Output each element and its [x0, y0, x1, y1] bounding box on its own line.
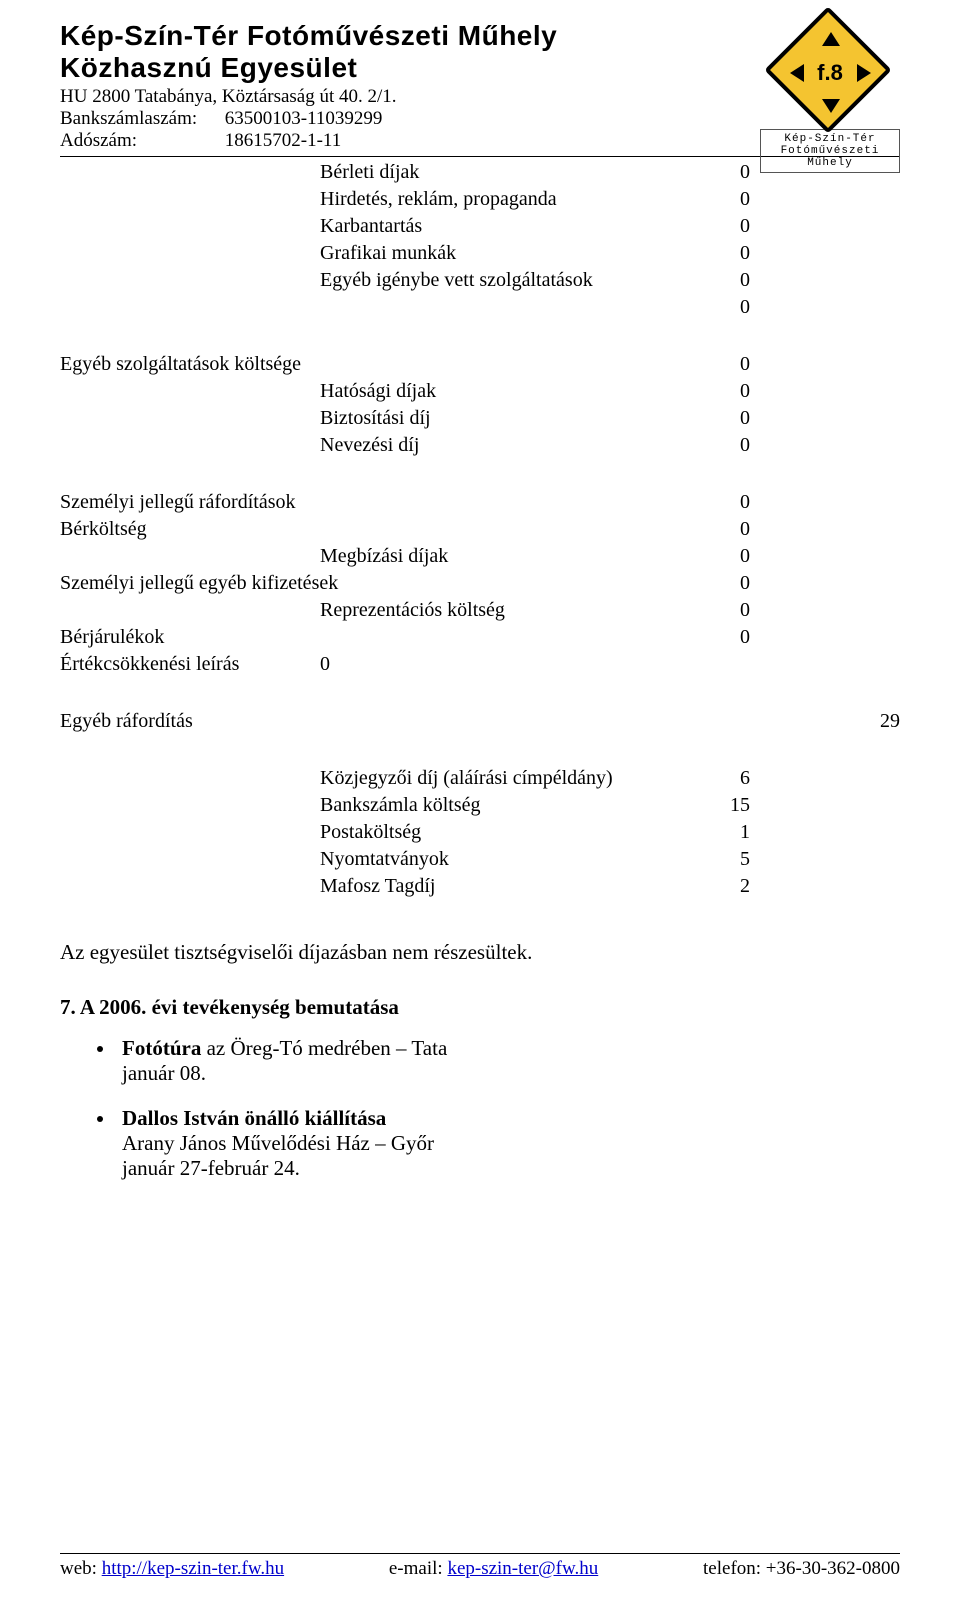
table-row: Biztosítási díj0 — [60, 405, 900, 432]
table-row: Személyi jellegű ráfordítások0 — [60, 489, 900, 516]
table-row: Személyi jellegű egyéb kifizetések0 — [60, 570, 900, 597]
table-row: Bankszámla költség15 — [60, 792, 900, 819]
address: HU 2800 Tatabánya, Köztársaság út 40. 2/… — [60, 86, 557, 108]
bullet-head: Fotótúra — [122, 1036, 201, 1060]
footer-phone: telefon: +36-30-362-0800 — [703, 1558, 900, 1580]
bullet-line: január 27-február 24. — [122, 1156, 300, 1180]
section-heading: 7. A 2006. évi tevékenység bemutatása — [60, 995, 900, 1020]
activity-list: Fotótúra az Öreg-Tó medrében – Tata janu… — [60, 1036, 900, 1181]
bank-value: 63500103-11039299 — [225, 108, 383, 130]
table-row: Reprezentációs költség0 — [60, 597, 900, 624]
table-row: Hatósági díjak0 — [60, 378, 900, 405]
table-row: Karbantartás0 — [60, 213, 900, 240]
table-row: Egyéb igénybe vett szolgáltatások0 — [60, 267, 900, 294]
table-row: Nevezési díj0 — [60, 432, 900, 459]
table-row: 0 — [60, 294, 900, 321]
list-item: Fotótúra az Öreg-Tó medrében – Tata janu… — [116, 1036, 900, 1086]
table-row: Mafosz Tagdíj2 — [60, 873, 900, 900]
table-detail: Közjegyzői díj (aláírási címpéldány)6 Ba… — [60, 765, 900, 900]
org-title-1: Kép-Szín-Tér Fotóművészeti Műhely — [60, 20, 557, 52]
footer: web: http://kep-szin-ter.fw.hu e-mail: k… — [60, 1553, 900, 1580]
bullet-line: Arany János Művelődési Ház – Győr — [122, 1131, 434, 1155]
table-row: Közjegyzői díj (aláírási címpéldány)6 — [60, 765, 900, 792]
bullet-head: Dallos István önálló kiállítása — [122, 1106, 386, 1130]
web-link[interactable]: http://kep-szin-ter.fw.hu — [102, 1558, 284, 1579]
note-text: Az egyesület tisztségviselői díjazásban … — [60, 940, 900, 965]
table-row: Nyomtatványok5 — [60, 846, 900, 873]
table-row: Bérköltség0 — [60, 516, 900, 543]
table-row: Grafikai munkák0 — [60, 240, 900, 267]
table-row: Postaköltség1 — [60, 819, 900, 846]
footer-web: web: http://kep-szin-ter.fw.hu — [60, 1558, 284, 1580]
table-row: Bérjárulékok0 — [60, 624, 900, 651]
bullet-tail: az Öreg-Tó medrében – Tata — [201, 1036, 447, 1060]
table-other-services: Egyéb szolgáltatások költsége0 Hatósági … — [60, 351, 900, 459]
footer-divider — [60, 1553, 900, 1554]
logo-caption: Kép-Szín-Tér Fotóművészeti Műhely — [760, 129, 900, 173]
table-services: Bérleti díjak0 Hirdetés, reklám, propaga… — [60, 159, 900, 321]
table-row: Egyéb ráfordítás29 — [60, 708, 900, 735]
table-row: Megbízási díjak0 — [60, 543, 900, 570]
logo-text: f.8 — [778, 20, 883, 125]
table-personnel: Személyi jellegű ráfordítások0 Bérköltsé… — [60, 489, 900, 678]
tax-value: 18615702-1-11 — [225, 130, 341, 152]
logo-sign-icon: f.8 — [778, 20, 883, 125]
bullet-line: január 08. — [122, 1061, 206, 1085]
table-row: Egyéb szolgáltatások költsége0 — [60, 351, 900, 378]
table-row: Értékcsökkenési leírás0 — [60, 651, 900, 678]
bank-label: Bankszámlaszám: — [60, 108, 220, 130]
list-item: Dallos István önálló kiállítása Arany Já… — [116, 1106, 900, 1181]
table-other-expense: Egyéb ráfordítás29 — [60, 708, 900, 735]
logo: f.8 Kép-Szín-Tér Fotóművészeti Műhely — [760, 20, 900, 173]
email-link[interactable]: kep-szin-ter@fw.hu — [447, 1558, 598, 1579]
org-title-2: Közhasznú Egyesület — [60, 52, 557, 84]
footer-email: e-mail: kep-szin-ter@fw.hu — [389, 1558, 598, 1580]
tax-label: Adószám: — [60, 130, 220, 152]
table-row: Hirdetés, reklám, propaganda0 — [60, 186, 900, 213]
